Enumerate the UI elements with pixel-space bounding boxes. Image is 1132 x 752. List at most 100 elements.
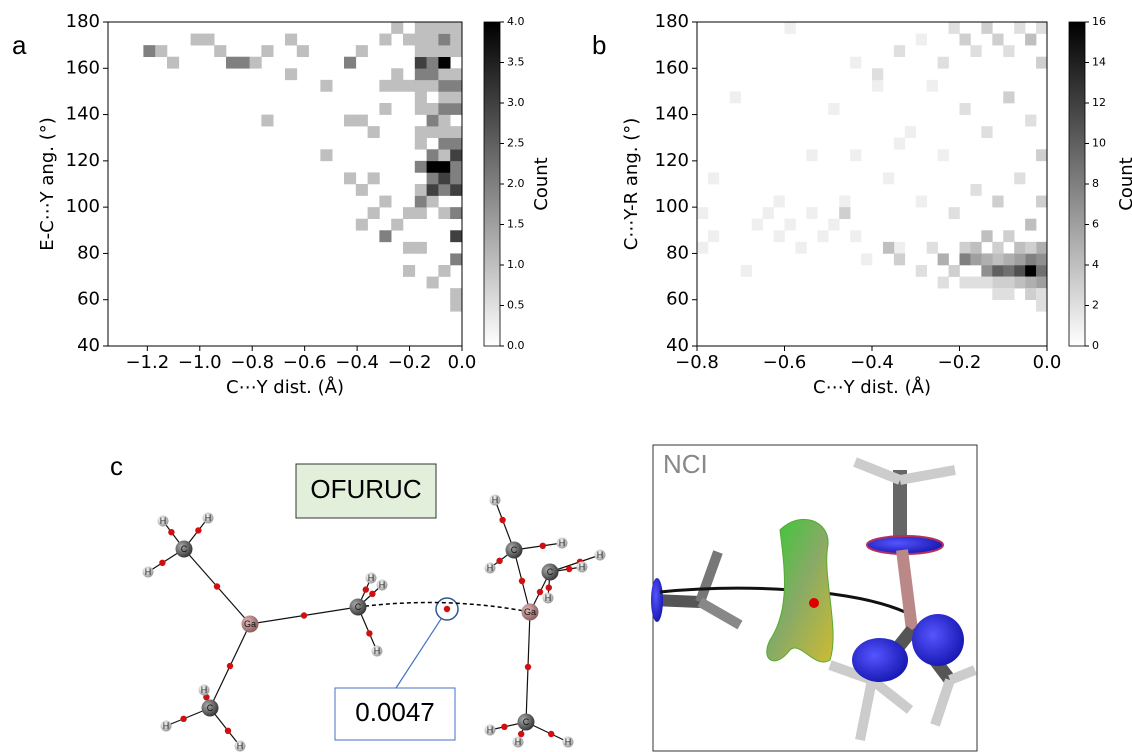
heat-cell — [438, 137, 451, 150]
heat-cell — [850, 56, 862, 69]
heat-cell — [450, 103, 463, 115]
heat-cell — [893, 241, 906, 254]
heat-cell — [438, 45, 451, 58]
heat-cell — [1025, 276, 1037, 289]
heat-cell — [414, 126, 427, 139]
heat-cell — [450, 299, 463, 312]
heat-cell — [1014, 241, 1026, 254]
heat-cell — [426, 114, 439, 127]
x-tick-label: −0.4 — [335, 352, 379, 373]
heat-cell — [1003, 45, 1015, 58]
heat-cell — [729, 91, 742, 104]
atom-label: H — [492, 495, 499, 505]
heat-cell — [190, 33, 203, 46]
heat-cell — [249, 56, 262, 69]
value-box — [334, 687, 456, 741]
heat-cell — [391, 22, 404, 34]
heat-cell — [981, 276, 993, 289]
heat-cell — [414, 195, 427, 208]
heat-cell — [1036, 276, 1048, 289]
y-tick-label: 140 — [655, 104, 689, 125]
atom-label: H — [201, 685, 208, 695]
bcp — [366, 630, 373, 637]
heat-cell — [915, 195, 927, 208]
atom — [517, 713, 535, 731]
colorbar-tick-label: 0 — [1092, 339, 1099, 352]
heat-cell — [1003, 253, 1015, 266]
atom — [365, 572, 377, 584]
atom-label: H — [160, 516, 167, 526]
heat-cell — [861, 253, 873, 266]
heat-cell — [959, 253, 971, 266]
atom-label: C — [523, 717, 530, 727]
heat-cell — [828, 103, 840, 115]
heat-cell — [414, 68, 427, 81]
bond — [948, 665, 977, 685]
heat-cell — [367, 126, 380, 139]
value-box-text: 0.0047 — [355, 697, 435, 727]
heat-cell — [438, 265, 451, 277]
bcp — [369, 590, 376, 597]
heat-cell — [403, 33, 416, 46]
heat-cell — [926, 241, 938, 254]
heat-cell — [751, 218, 763, 231]
heat-cell — [414, 241, 427, 254]
heat-cell — [450, 160, 463, 173]
heat-cell — [450, 207, 463, 220]
heat-cell — [379, 103, 392, 115]
heat-cell — [893, 45, 906, 58]
heat-cell — [817, 230, 829, 243]
x-axis-label: C⋯Y dist. (Å) — [813, 376, 931, 398]
atom — [175, 540, 193, 558]
heat-cell — [707, 172, 720, 185]
colorbar-tick-label: 6 — [1092, 218, 1099, 231]
bond — [853, 457, 902, 485]
colorbar-tick-label: 3.0 — [507, 96, 525, 109]
bcp — [213, 583, 221, 590]
atom — [484, 724, 496, 736]
heat-cell — [426, 149, 439, 162]
heat-cell — [155, 45, 168, 58]
heat-cell — [438, 22, 451, 34]
atom — [201, 699, 219, 717]
y-axis-label: E-C⋯Y ang. (°) — [37, 117, 58, 251]
heat-cell — [450, 149, 463, 162]
heat-cell — [959, 276, 971, 289]
atom-label: H — [597, 550, 604, 560]
colorbar — [483, 21, 501, 347]
heat-cell — [959, 241, 971, 254]
heat-cell — [426, 103, 439, 115]
nci-surface — [766, 518, 834, 663]
heat-cell — [697, 241, 709, 254]
interaction-path — [357, 601, 531, 613]
heat-cell — [992, 288, 1004, 301]
y-tick-label: 40 — [666, 335, 689, 356]
heat-cell — [391, 68, 404, 81]
heat-cell — [438, 207, 451, 220]
callout-line — [395, 618, 442, 689]
y-tick-label: 100 — [655, 196, 689, 217]
heat-cell — [981, 253, 993, 266]
atom-label: H — [565, 737, 572, 747]
heat-cell — [426, 79, 439, 92]
heat-cell — [367, 172, 380, 185]
colorbar-tick-label: 4 — [1092, 258, 1099, 271]
x-tick-label: −0.6 — [763, 352, 807, 373]
heat-cell — [355, 114, 368, 127]
colorbar-tick-label: 4.0 — [507, 15, 525, 28]
heat-cell — [438, 126, 451, 139]
heat-cell — [403, 241, 416, 254]
bcp — [501, 723, 508, 730]
heat-cell — [426, 126, 439, 139]
heat-cell — [981, 22, 993, 34]
heat-cell — [970, 276, 982, 289]
heat-cell — [937, 276, 949, 289]
heat-cell — [1036, 265, 1048, 277]
heat-cell — [426, 22, 439, 34]
heat-cell — [379, 33, 392, 46]
colorbar-tick-label: 3.5 — [507, 56, 525, 69]
heat-cell — [882, 172, 895, 185]
bond — [549, 554, 601, 573]
heat-cell — [226, 56, 239, 69]
